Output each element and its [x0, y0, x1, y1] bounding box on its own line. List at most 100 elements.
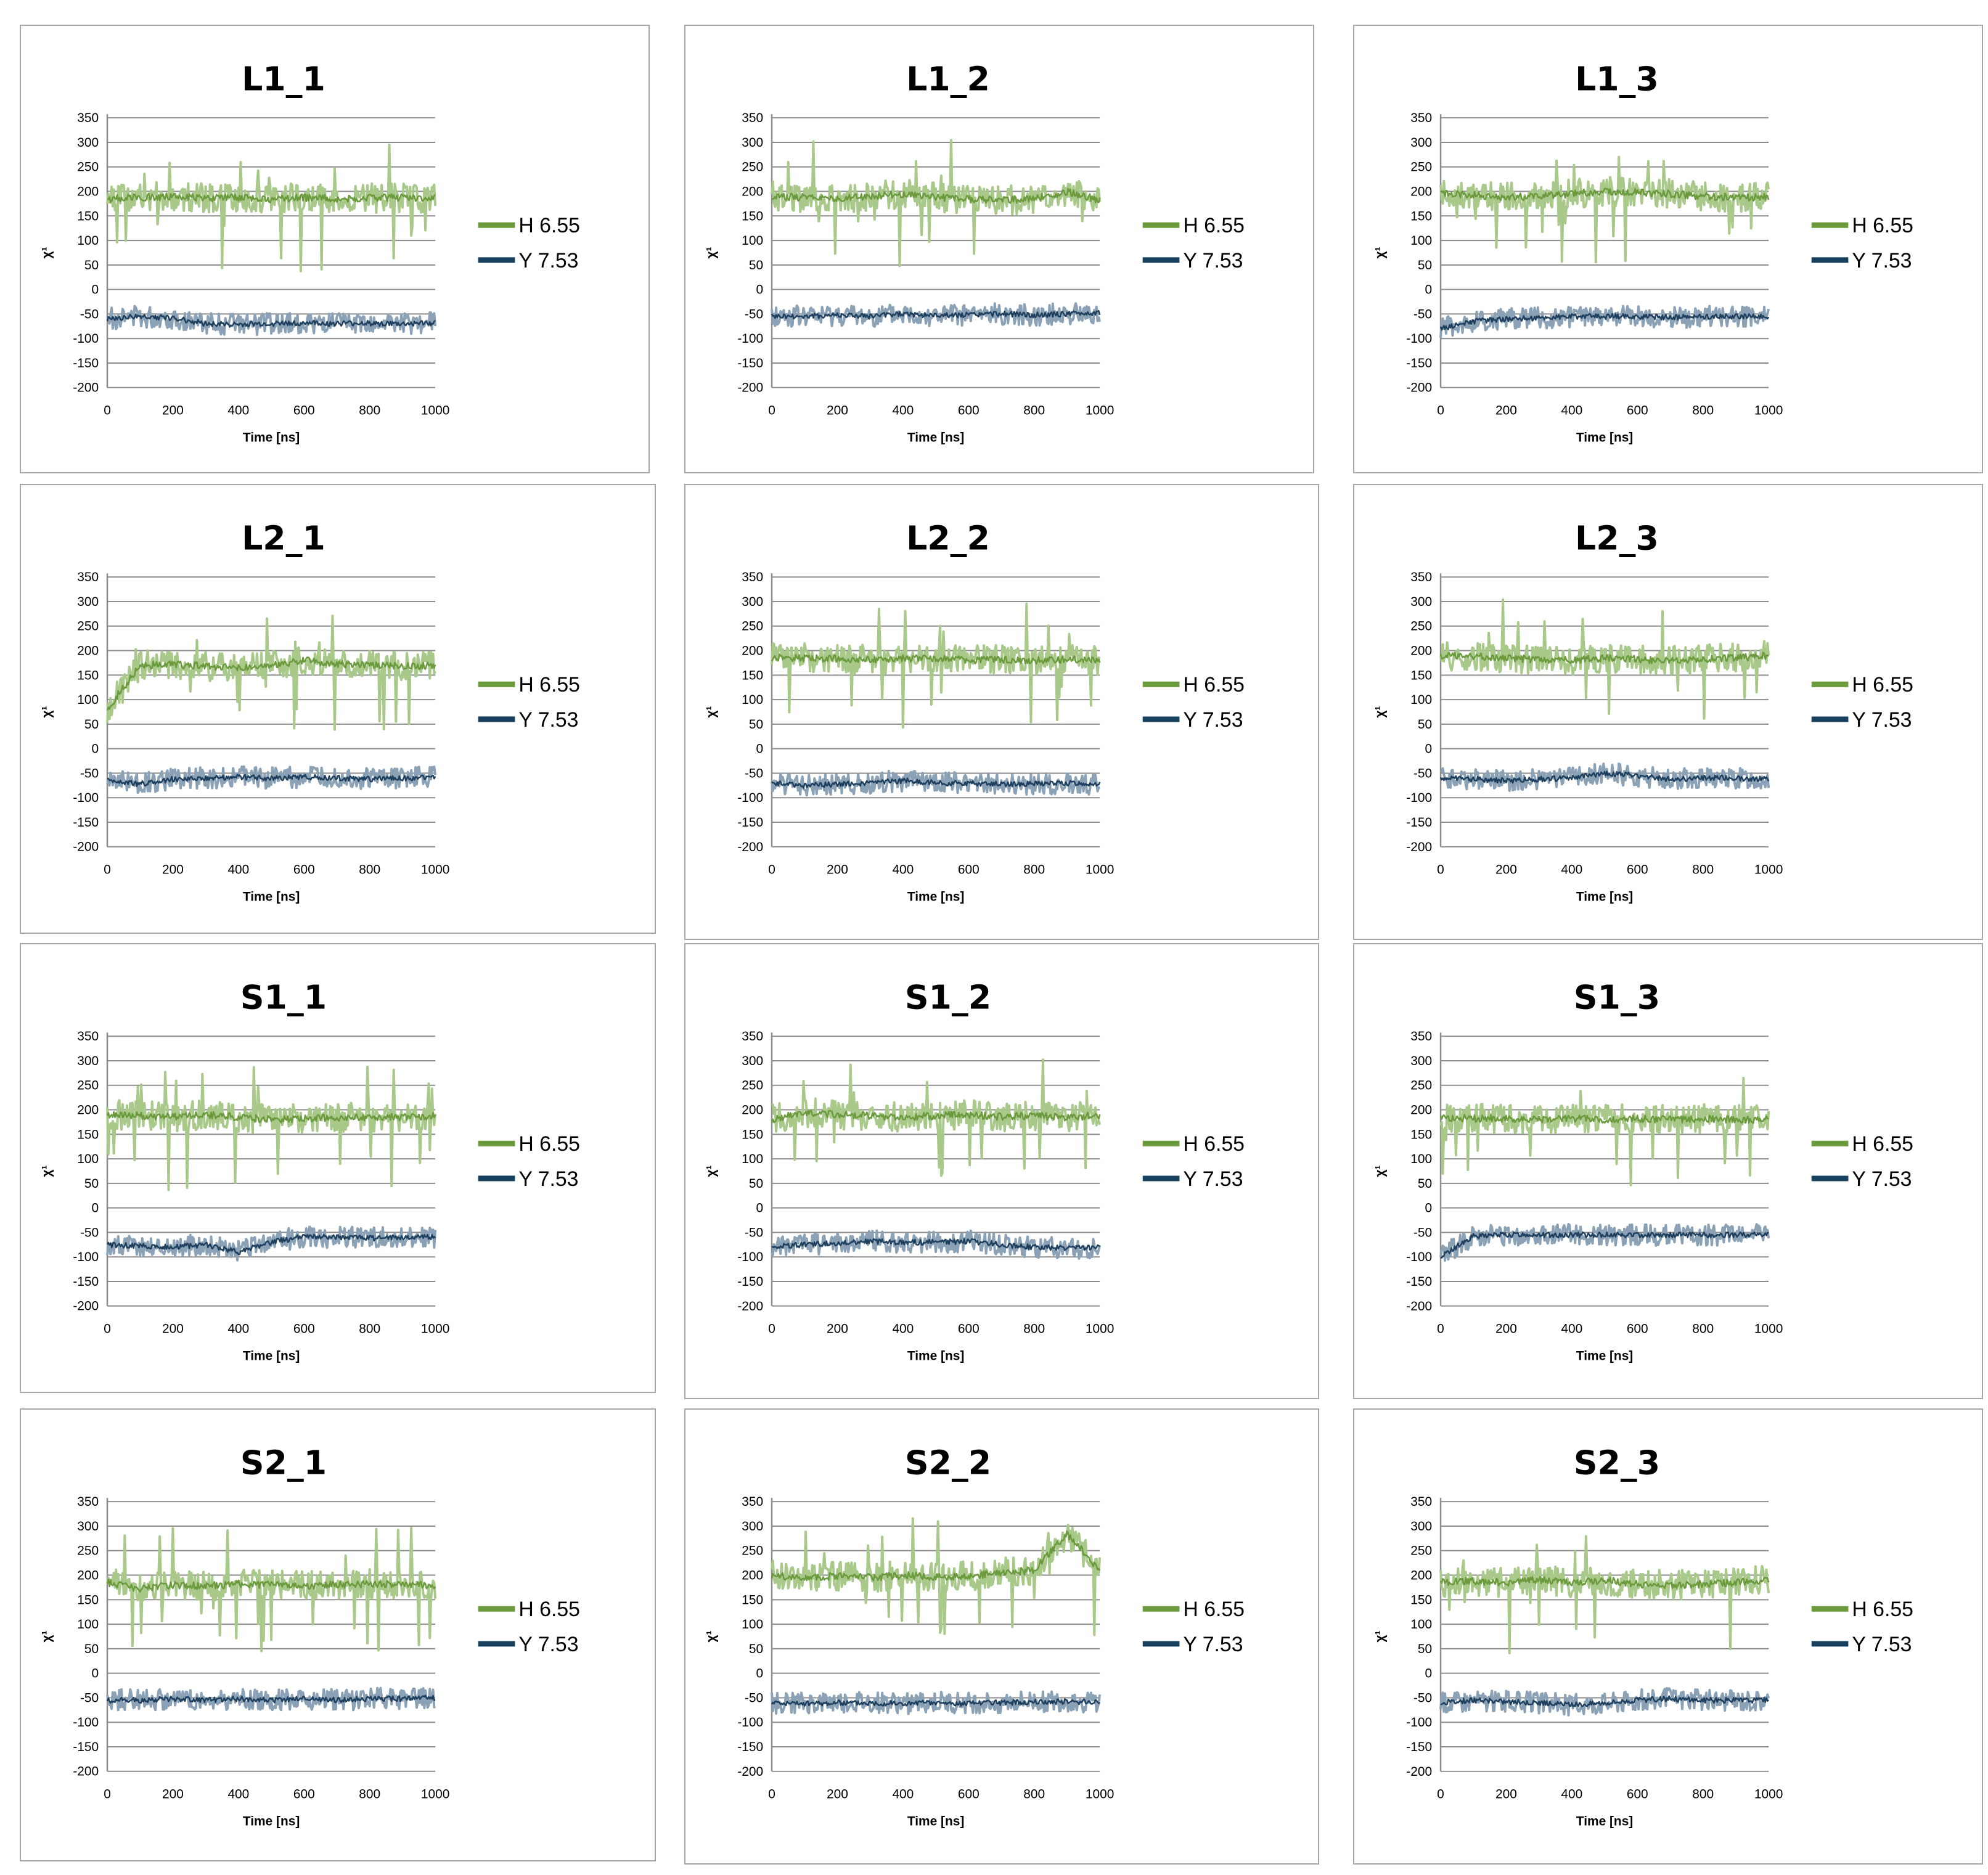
- series-line-y-7-53: [1439, 770, 1770, 784]
- x-tick-label: 800: [1692, 1322, 1714, 1336]
- x-tick-label: 1000: [1086, 863, 1114, 877]
- y-tick-label: 250: [1410, 1544, 1432, 1558]
- series-band-y-7-53: [771, 769, 1100, 797]
- y-tick-label: 50: [749, 1642, 763, 1656]
- y-tick-label: 200: [1410, 1569, 1432, 1583]
- series-line-y-7-53: [107, 1233, 436, 1256]
- y-tick-label: 200: [742, 1569, 763, 1583]
- x-tick-label: 800: [1023, 404, 1045, 418]
- x-tick-label: 1000: [421, 1322, 449, 1336]
- series-band-h-6-55: [1439, 598, 1770, 720]
- x-tick-label: 400: [1561, 1322, 1582, 1336]
- x-tick-label: 600: [293, 863, 315, 877]
- x-tick-label: 1000: [421, 863, 449, 877]
- y-tick-label: 50: [84, 1177, 99, 1191]
- series-line-h-6-55: [771, 1530, 1101, 1582]
- x-axis-label: Time [ns]: [907, 889, 964, 904]
- x-tick-label: 0: [104, 863, 111, 877]
- series-line-y-7-53: [771, 1698, 1100, 1707]
- series-band-h-6-55: [1439, 155, 1770, 264]
- legend-label: Y 7.53: [1852, 708, 1912, 732]
- x-tick-label: 400: [892, 404, 914, 418]
- y-tick-label: 300: [77, 136, 99, 150]
- y-tick-label: -50: [745, 766, 763, 780]
- y-tick-label: 50: [84, 1642, 99, 1656]
- series-band-y-7-53: [771, 1229, 1102, 1260]
- legend-label: Y 7.53: [518, 249, 578, 272]
- chart-title: S1_1: [240, 978, 327, 1016]
- x-tick-label: 1000: [1754, 404, 1783, 418]
- y-axis-label: χ¹: [40, 1630, 54, 1642]
- chart-title: S2_1: [240, 1443, 327, 1482]
- y-tick-label: 50: [84, 717, 99, 732]
- y-tick-label: 350: [1410, 1495, 1432, 1509]
- y-tick-label: 250: [742, 1079, 763, 1093]
- y-tick-label: 200: [77, 1568, 99, 1582]
- y-tick-label: -150: [737, 1740, 763, 1754]
- chart-svg: L1_1 -200 -150 -100 -50 0 50 100 150 200 250 300 350…: [40, 59, 580, 444]
- x-tick-label: 1000: [421, 404, 449, 418]
- x-tick-label: 800: [1692, 863, 1714, 877]
- y-tick-label: 100: [742, 1617, 763, 1632]
- chart-panel-s2-3: S2_3 -200 -150 -100 -50 0 50 100 150 200 250 300 350…: [1353, 1408, 1983, 1865]
- series-band-h-6-55: [1439, 1535, 1770, 1654]
- chart-title: L1_3: [1575, 59, 1659, 98]
- y-tick-label: 0: [92, 742, 99, 756]
- series-line-h-6-55: [1439, 1114, 1769, 1124]
- y-tick-label: 250: [77, 160, 99, 174]
- chart-panel-l2-1: L2_1 -200 -150 -100 -50 0 50 100 150 200 250 300 350…: [20, 484, 656, 934]
- chart-svg: S1_2 -200 -150 -100 -50 0 50 100 150 200 250 300 350…: [705, 978, 1245, 1363]
- y-tick-label: 0: [91, 1667, 99, 1681]
- x-axis-label: Time [ns]: [1576, 1814, 1633, 1828]
- x-axis-label: Time [ns]: [243, 430, 300, 444]
- y-axis-label: χ¹: [1373, 1630, 1388, 1642]
- series-band-y-7-53: [771, 1690, 1102, 1715]
- chart-title: L2_2: [906, 518, 990, 557]
- y-tick-label: 100: [742, 693, 763, 707]
- chart-svg: L1_2 -200 -150 -100 -50 0 50 100 150 200 250 300 350…: [705, 59, 1245, 444]
- y-tick-label: 100: [1410, 693, 1432, 707]
- x-tick-label: 1000: [421, 1787, 449, 1802]
- y-tick-label: 0: [756, 283, 763, 297]
- y-tick-label: 0: [756, 1667, 763, 1681]
- series-line-y-7-53: [771, 309, 1101, 320]
- y-tick-label: 300: [77, 1054, 99, 1068]
- y-tick-label: 150: [742, 1593, 763, 1607]
- legend-label: Y 7.53: [1183, 1167, 1243, 1191]
- x-tick-label: 600: [1627, 404, 1648, 418]
- y-tick-label: -200: [1406, 1299, 1432, 1313]
- y-tick-label: 300: [1410, 1519, 1432, 1534]
- x-tick-label: 400: [1561, 404, 1582, 418]
- x-tick-label: 800: [1023, 1787, 1045, 1802]
- series-line-h-6-55: [107, 192, 436, 203]
- y-tick-label: 100: [1410, 1617, 1432, 1632]
- chart-title: L2_3: [1575, 518, 1659, 557]
- chart-svg: L2_1 -200 -150 -100 -50 0 50 100 150 200 250 300 350…: [40, 518, 580, 904]
- legend-label: Y 7.53: [1183, 249, 1243, 272]
- series-line-y-7-53: [1440, 1695, 1769, 1707]
- series-band-y-7-53: [1439, 1223, 1770, 1262]
- y-axis-label: χ¹: [705, 1165, 719, 1177]
- y-tick-label: 250: [1410, 619, 1432, 634]
- x-tick-label: 0: [1437, 863, 1444, 877]
- series-band-y-7-53: [771, 302, 1102, 328]
- legend-label: H 6.55: [1183, 1598, 1245, 1621]
- chart-panel-s1-2: S1_2 -200 -150 -100 -50 0 50 100 150 200 250 300 350…: [684, 943, 1319, 1399]
- y-tick-label: 350: [742, 570, 763, 584]
- x-tick-label: 200: [1495, 863, 1517, 877]
- series-line-h-6-55: [106, 1578, 436, 1593]
- x-tick-label: 600: [1627, 1787, 1648, 1802]
- chart-svg: S1_3 -200 -150 -100 -50 0 50 100 150 200 250 300 350…: [1373, 978, 1913, 1363]
- y-tick-label: -200: [1406, 840, 1432, 854]
- series-band-y-7-53: [1440, 762, 1770, 792]
- series-band-y-7-53: [106, 1686, 436, 1712]
- y-tick-label: 50: [749, 1177, 763, 1191]
- y-axis-label: χ¹: [40, 1165, 54, 1177]
- series-line-h-6-55: [106, 656, 436, 711]
- chart-svg: L2_3 -200 -150 -100 -50 0 50 100 150 200 250 300 350…: [1373, 518, 1913, 904]
- x-tick-label: 800: [359, 863, 380, 877]
- chart-svg: L1_3 -200 -150 -100 -50 0 50 100 150 200 250 300 350…: [1373, 59, 1913, 444]
- legend-label: Y 7.53: [1852, 249, 1912, 272]
- x-tick-label: 200: [162, 1787, 184, 1802]
- series-line-y-7-53: [1439, 312, 1770, 331]
